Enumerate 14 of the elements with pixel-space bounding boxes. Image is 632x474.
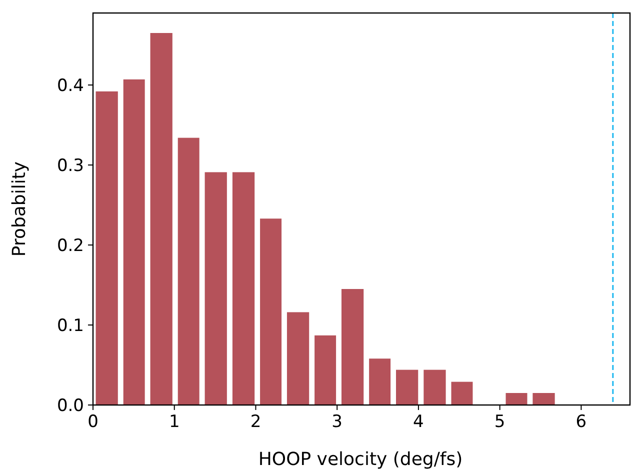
x-tick-label: 1 bbox=[168, 412, 180, 432]
x-tick-label: 2 bbox=[250, 412, 262, 432]
x-tick-label: 0 bbox=[88, 412, 98, 432]
y-tick-label: 0.4 bbox=[56, 76, 84, 96]
x-tick-label: 3 bbox=[332, 412, 343, 432]
x-tick-label: 6 bbox=[576, 412, 587, 432]
y-tick-label: 0.2 bbox=[56, 236, 84, 256]
x-axis-title: HOOP velocity (deg/fs) bbox=[258, 449, 463, 470]
y-tick-label: 0.3 bbox=[56, 156, 84, 176]
x-tick-label: 4 bbox=[413, 412, 424, 432]
y-tick-label: 0.1 bbox=[56, 316, 84, 336]
y-axis-title: Probability bbox=[9, 161, 30, 257]
x-tick-label: 5 bbox=[494, 412, 506, 432]
y-tick-label: 0.0 bbox=[56, 396, 84, 416]
